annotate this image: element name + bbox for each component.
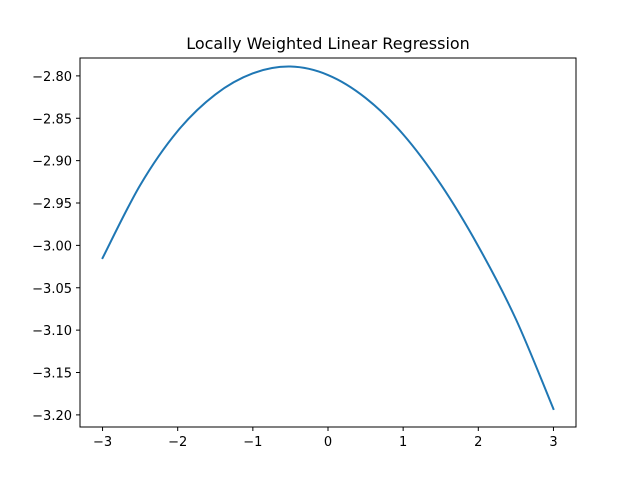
- y-tick-label: −2.85: [32, 112, 72, 127]
- plot-area: [101, 65, 555, 411]
- series-line-0: [101, 65, 555, 411]
- x-tick-label: 3: [549, 435, 557, 450]
- axes: −3 −2 −1 0 1 2 3 −2.80 −2.85 −2.90 −2.95 −3.00 −3.05…: [32, 57, 577, 450]
- x-tick-label: 2: [474, 435, 482, 450]
- x-tick-label: 1: [399, 435, 407, 450]
- chart-title: Locally Weighted Linear Regression: [186, 34, 470, 53]
- y-tick-label: −3.20: [32, 409, 72, 424]
- x-tick-label: −2: [168, 435, 187, 450]
- y-tick-label: −3.00: [32, 239, 72, 254]
- y-tick-label: −2.80: [32, 70, 72, 85]
- x-tick-label: −1: [243, 435, 262, 450]
- y-tick-label: −2.90: [32, 155, 72, 170]
- x-tick-label: 0: [324, 435, 332, 450]
- y-tick-label: −3.05: [32, 282, 72, 297]
- x-tick-label: −3: [93, 435, 112, 450]
- y-tick-label: −2.95: [32, 197, 72, 212]
- y-tick-label: −3.10: [32, 324, 72, 339]
- y-tick-label: −3.15: [32, 367, 72, 382]
